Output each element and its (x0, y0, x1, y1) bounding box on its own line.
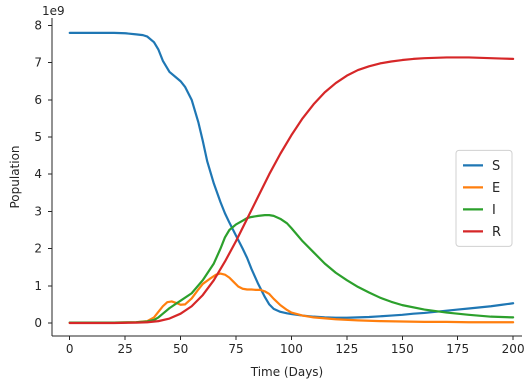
legend-label-e: E (492, 181, 500, 196)
x-axis-title: Time (Days) (250, 365, 324, 379)
y-tick-label: 0 (34, 316, 42, 330)
legend-label-i: I (492, 203, 496, 218)
x-tick-label: 100 (280, 342, 303, 356)
series-line-s (68, 31, 515, 319)
x-tick-label: 25 (118, 342, 133, 356)
y-tick-label: 6 (34, 93, 42, 107)
x-tick-label: 50 (173, 342, 188, 356)
series-lines-group (68, 31, 515, 325)
series-line-r (68, 56, 515, 325)
legend-label-s: S (492, 159, 500, 174)
x-tick-label: 125 (335, 342, 358, 356)
legend-label-r: R (492, 225, 501, 240)
x-tick-label: 75 (228, 342, 243, 356)
x-tick-label: 150 (391, 342, 414, 356)
y-tick-label: 3 (34, 204, 42, 218)
y-tick-label: 5 (34, 130, 42, 144)
series-line-e (68, 272, 515, 324)
axes-group (48, 18, 522, 340)
x-tick-label: 0 (66, 342, 74, 356)
y-tick-label: 4 (34, 167, 42, 181)
x-tick-label: 175 (446, 342, 469, 356)
y-tick-label: 7 (34, 56, 42, 70)
y-tick-label: 8 (34, 18, 42, 32)
y-scale-multiplier: 1e9 (42, 4, 65, 18)
labels-group: 0 25 50 75 100 125 150 175 200 0 1 2 3 4 5 6 7 8 Time (Day… (8, 4, 525, 379)
legend-box (455, 149, 513, 247)
y-tick-label: 2 (34, 242, 42, 256)
y-axis-title: Population (8, 145, 22, 208)
x-tick-label: 200 (502, 342, 525, 356)
series-line-i (68, 214, 515, 324)
y-tick-label: 1 (34, 279, 42, 293)
